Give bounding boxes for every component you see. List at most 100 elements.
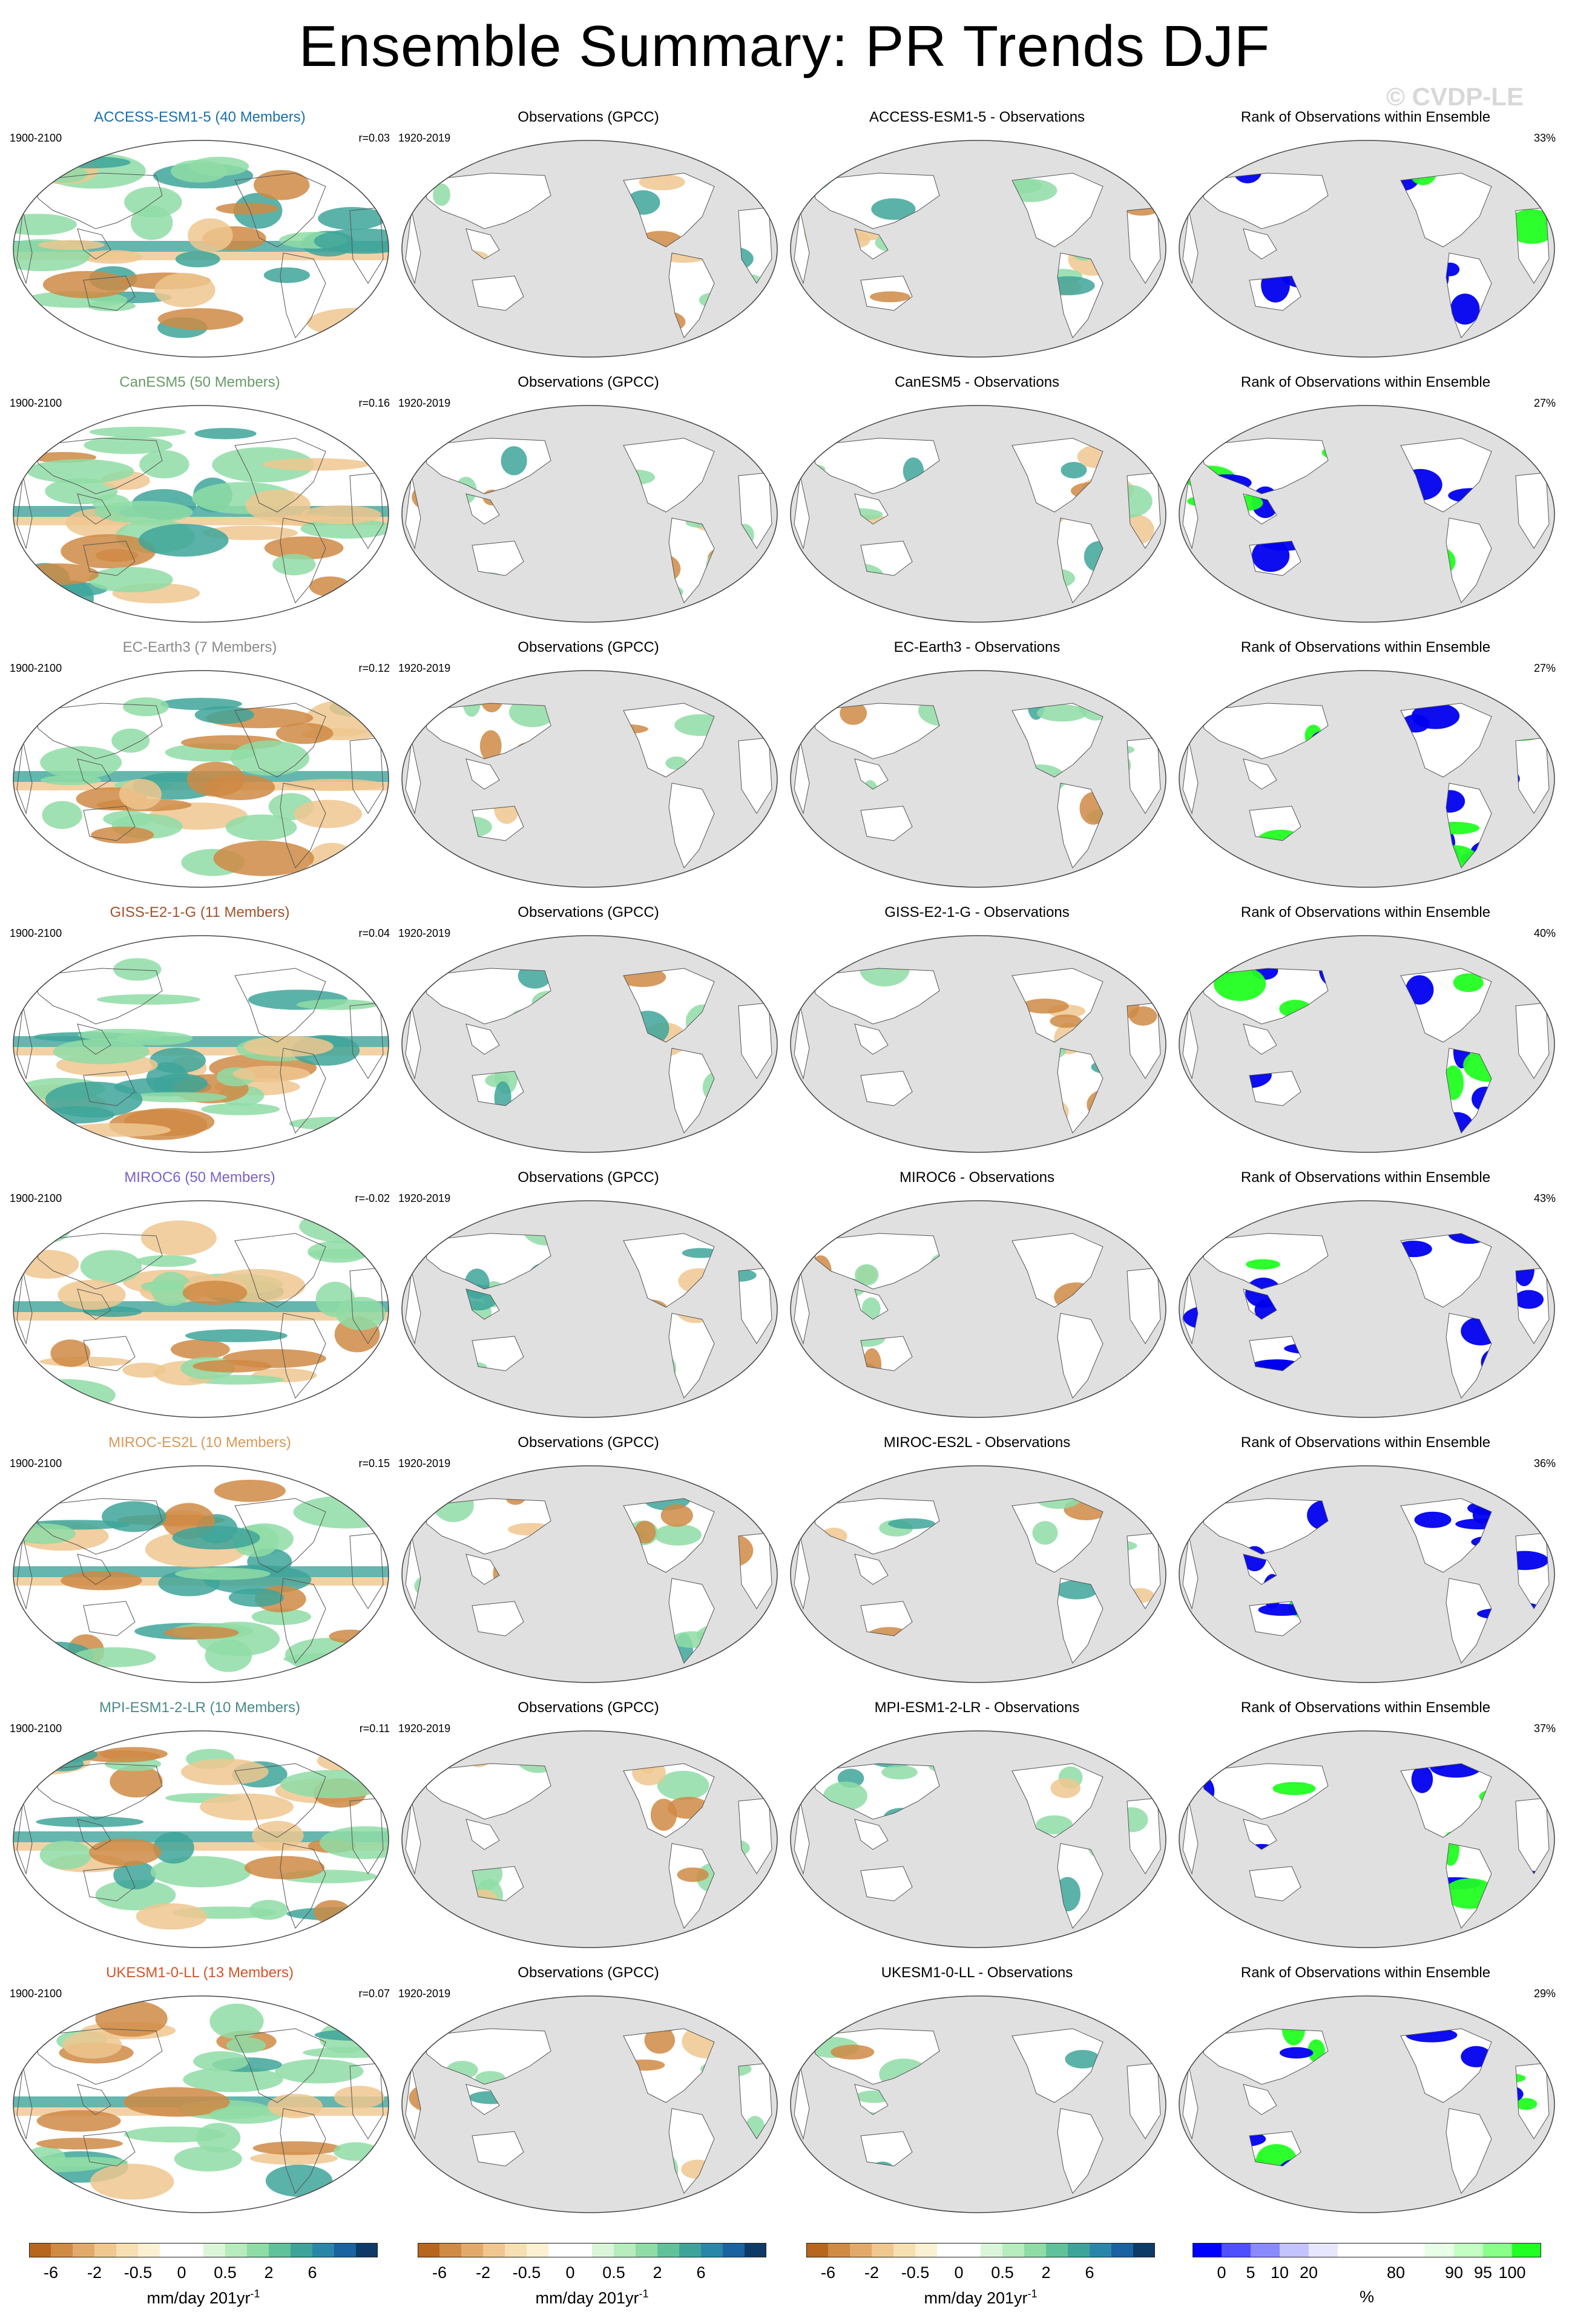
model-map bbox=[13, 140, 389, 358]
trend-colorbar-1-swatch bbox=[160, 2243, 182, 2257]
diff-panel: UKESM1-0-LL - Observations bbox=[783, 1965, 1171, 2219]
trend-colorbar-1-swatch bbox=[269, 2243, 291, 2257]
period-label: 1920-2019 bbox=[398, 927, 451, 939]
map-container bbox=[400, 1994, 780, 2215]
diff-map bbox=[790, 405, 1166, 623]
map-container bbox=[788, 1198, 1168, 1420]
rank-percent-label: 36% bbox=[1533, 1457, 1556, 1469]
obs-map bbox=[401, 1730, 778, 1948]
diff-panel: CanESM5 - Observations bbox=[783, 374, 1171, 628]
period-label: 1900-2100 bbox=[10, 397, 62, 409]
rank-panel: Rank of Observations within Ensemble 27% bbox=[1172, 374, 1559, 628]
trend-colorbar-2-swatch bbox=[723, 2243, 745, 2257]
map-container bbox=[1177, 668, 1557, 890]
trend-colorbar-2-swatch bbox=[745, 2243, 766, 2257]
model-panel: UKESM1-0-LL (13 Members) 1900-2100 r=0.07 bbox=[6, 1965, 393, 2219]
rank-colorbar-swatch bbox=[1367, 2243, 1396, 2257]
map-background bbox=[1179, 1996, 1554, 2213]
trend-colorbar-2-swatch bbox=[614, 2243, 636, 2257]
map-background bbox=[791, 671, 1166, 887]
obs-map bbox=[401, 1465, 778, 1683]
period-label: 1900-2100 bbox=[10, 132, 62, 144]
map-container bbox=[1177, 138, 1557, 359]
obs-panel: Observations (GPCC) 1920-2019 bbox=[395, 1965, 782, 2219]
obs-panel-title: Observations (GPCC) bbox=[518, 1434, 659, 1451]
map-background bbox=[791, 936, 1166, 1152]
trend-colorbar-3-swatch bbox=[1046, 2243, 1068, 2257]
obs-panel: Observations (GPCC) 1920-2019 bbox=[395, 1169, 782, 1423]
model-panel-title: ACCESS-ESM1-5 (40 Members) bbox=[94, 109, 306, 125]
trend-colorbar-1-tick-label: -0.5 bbox=[123, 2263, 153, 2282]
diff-panel: GISS-E2-1-G - Observations bbox=[783, 904, 1171, 1158]
diff-panel: MIROC6 - Observations bbox=[783, 1169, 1171, 1423]
trend-colorbar-3-tick-label: -6 bbox=[820, 2263, 836, 2282]
obs-panel: Observations (GPCC) 1920-2019 bbox=[395, 904, 782, 1158]
diff-panel-title: ACCESS-ESM1-5 - Observations bbox=[869, 109, 1085, 125]
trend-colorbar-2-tick-label: 6 bbox=[696, 2263, 706, 2282]
model-panel-title: MIROC-ES2L (10 Members) bbox=[108, 1434, 291, 1451]
map-background bbox=[402, 1731, 777, 1948]
period-label: 1900-2100 bbox=[10, 1988, 62, 2000]
trend-colorbar-3-swatch bbox=[1002, 2243, 1024, 2257]
rank-map bbox=[1179, 935, 1555, 1153]
map-container bbox=[400, 138, 780, 359]
obs-panel-title: Observations (GPCC) bbox=[518, 904, 659, 921]
obs-map bbox=[401, 935, 778, 1153]
rank-colorbar-swatch bbox=[1454, 2243, 1483, 2257]
rank-panel-title: Rank of Observations within Ensemble bbox=[1240, 639, 1491, 655]
obs-panel-title: Observations (GPCC) bbox=[518, 1699, 659, 1716]
rank-map bbox=[1179, 1730, 1555, 1948]
trend-colorbar-1-unit-label: mm/day 201yr-1 bbox=[146, 2288, 260, 2307]
map-container bbox=[400, 933, 780, 1155]
trend-colorbar-2-swatch bbox=[636, 2243, 657, 2257]
diff-map bbox=[790, 1995, 1166, 2213]
trend-colorbar-3-swatch bbox=[806, 2243, 828, 2257]
trend-colorbar-3-swatch bbox=[850, 2243, 872, 2257]
trend-colorbar-3-tick-label: 2 bbox=[1041, 2263, 1051, 2282]
map-container bbox=[11, 668, 391, 890]
trend-colorbar-1-tick-label: 0.5 bbox=[214, 2263, 237, 2282]
map-background bbox=[402, 1201, 777, 1417]
diff-map bbox=[790, 1730, 1166, 1948]
model-map bbox=[13, 1465, 389, 1683]
rank-colorbar-swatch bbox=[1338, 2243, 1367, 2257]
rank-colorbar-frame bbox=[1192, 2243, 1541, 2257]
rank-panel: Rank of Observations within Ensemble 33% bbox=[1172, 109, 1559, 363]
period-label: 1920-2019 bbox=[398, 1457, 451, 1469]
trend-colorbar-3-swatch bbox=[1024, 2243, 1046, 2257]
map-container bbox=[1177, 933, 1557, 1155]
trend-colorbar-3-swatch bbox=[828, 2243, 850, 2257]
rank-panel: Rank of Observations within Ensemble 43% bbox=[1172, 1169, 1559, 1423]
map-container bbox=[400, 1198, 780, 1420]
diff-panel-title: MPI-ESM1-2-LR - Observations bbox=[874, 1699, 1080, 1716]
trend-colorbar-2-swatch bbox=[461, 2243, 483, 2257]
rank-percent-label: 40% bbox=[1533, 927, 1556, 939]
map-background bbox=[402, 140, 777, 357]
rank-map bbox=[1179, 1200, 1555, 1418]
trend-colorbar-2-tick-label: 0 bbox=[565, 2263, 575, 2282]
rank-panel: Rank of Observations within Ensemble 37% bbox=[1172, 1699, 1559, 1954]
map-container bbox=[788, 1728, 1168, 1950]
period-label: 1920-2019 bbox=[398, 662, 451, 674]
trend-colorbar-1-swatch bbox=[312, 2243, 334, 2257]
model-panel-title: UKESM1-0-LL (13 Members) bbox=[106, 1965, 294, 1981]
trend-colorbar-2-unit-label: mm/day 201yr-1 bbox=[535, 2288, 649, 2307]
trend-colorbar-2-frame bbox=[418, 2243, 766, 2257]
trend-colorbar-1-tick-label: 0 bbox=[177, 2263, 186, 2282]
trend-colorbar-1-swatch bbox=[116, 2243, 138, 2257]
obs-panel-title: Observations (GPCC) bbox=[518, 1965, 659, 1981]
trend-colorbar-3-swatch bbox=[1133, 2243, 1155, 2257]
trend-colorbar-3-swatch bbox=[981, 2243, 1002, 2257]
map-container bbox=[1177, 1198, 1557, 1420]
trend-colorbar-2-swatch bbox=[701, 2243, 723, 2257]
map-background bbox=[791, 1201, 1166, 1417]
map-container bbox=[788, 668, 1168, 890]
map-container bbox=[400, 668, 780, 890]
obs-panel-title: Observations (GPCC) bbox=[518, 109, 659, 125]
rank-colorbar-swatch bbox=[1425, 2243, 1454, 2257]
obs-panel-title: Observations (GPCC) bbox=[518, 374, 659, 390]
map-background bbox=[402, 1466, 777, 1682]
model-panel: MIROC6 (50 Members) 1900-2100 r=-0.02 bbox=[6, 1169, 393, 1423]
diff-panel: MPI-ESM1-2-LR - Observations bbox=[783, 1699, 1171, 1954]
pattern-correlation-label: r=0.15 bbox=[358, 1457, 390, 1469]
